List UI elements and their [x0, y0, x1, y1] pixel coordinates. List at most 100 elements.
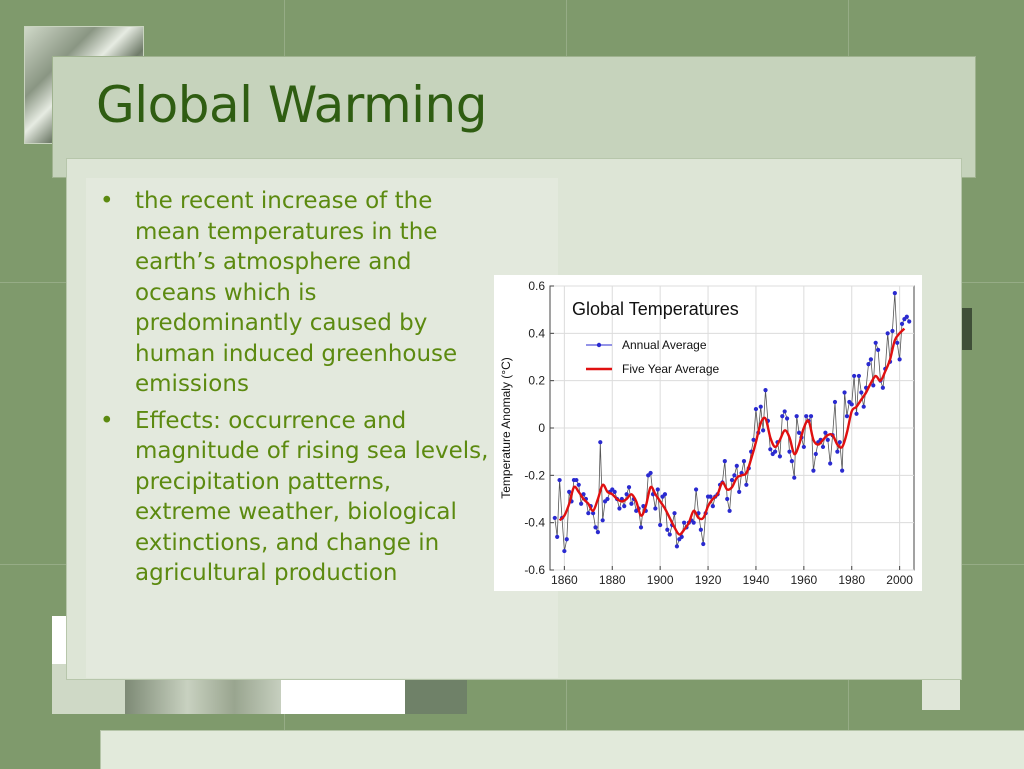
annual-average-point [665, 527, 670, 532]
annual-average-point [842, 390, 847, 395]
annual-average-point [557, 477, 562, 483]
annual-average-point [586, 511, 591, 516]
legend-marker-annual [596, 342, 602, 348]
annual-average-point [698, 527, 703, 532]
footer-bar [100, 730, 1024, 769]
annual-average-point [828, 461, 833, 466]
annual-average-point [859, 390, 864, 395]
annual-average-point [674, 544, 680, 549]
decor-block-bottom-gray [405, 678, 467, 714]
annual-average-point [564, 537, 569, 542]
annual-average-point [741, 459, 747, 464]
annual-average-point [576, 482, 581, 487]
annual-average-point [837, 440, 842, 445]
annual-average-point [852, 373, 857, 379]
decor-block-bottom-white [281, 678, 405, 714]
annual-average-point [591, 511, 596, 516]
annual-average-point [598, 440, 603, 445]
annual-average-point [725, 496, 730, 502]
annual-average-point [789, 459, 794, 464]
bullet-item: • the recent increase of the mean temper… [100, 186, 490, 400]
annual-average-point [813, 451, 818, 457]
annual-average-point [895, 340, 900, 345]
annual-average-point [722, 459, 727, 464]
annual-average-point [811, 468, 816, 473]
annual-average-point [844, 414, 850, 419]
annual-average-point [626, 485, 632, 490]
y-tick-label: 0.4 [528, 326, 545, 340]
annual-average-point [701, 541, 706, 547]
annual-average-point [840, 468, 845, 473]
annual-average-point [624, 492, 629, 497]
bullet-item: • Effects: occurrence and magnitude of r… [100, 406, 490, 589]
five-year-average-line [558, 327, 906, 536]
annual-average-point [801, 444, 806, 450]
x-tick-label: 1980 [838, 573, 865, 587]
annual-average-point [744, 482, 749, 487]
annual-average-point [679, 534, 684, 539]
annual-average-point [579, 501, 584, 506]
annual-average-point [832, 399, 838, 405]
annual-average-point [890, 328, 895, 334]
annual-average-point [600, 518, 605, 523]
annual-average-point [622, 504, 627, 509]
annual-average-point [866, 362, 871, 367]
annual-average-point [729, 477, 735, 483]
annual-average-point [617, 506, 622, 511]
annual-average-point [768, 447, 773, 452]
annual-average-point [732, 473, 737, 478]
annual-average-point [581, 492, 586, 497]
x-tick-label: 1880 [599, 573, 626, 587]
annual-average-point [868, 357, 873, 362]
annual-average-point [899, 321, 905, 326]
annual-average-point [682, 520, 687, 525]
decor-block-bottom-photo [125, 678, 281, 714]
y-tick-label: -0.2 [524, 468, 545, 482]
bullet-dot: • [100, 407, 114, 434]
annual-average-point [691, 520, 696, 525]
annual-average-point [734, 463, 739, 468]
bullet-text: the recent increase of the mean temperat… [135, 188, 458, 397]
annual-average-point [856, 373, 862, 379]
x-tick-label: 1960 [790, 573, 817, 587]
annual-average-point [808, 414, 814, 419]
annual-average-point [693, 487, 699, 492]
annual-average-point [897, 357, 902, 362]
bullet-list: • the recent increase of the mean temper… [100, 186, 490, 595]
annual-average-point [555, 534, 560, 539]
annual-average-point [780, 414, 785, 419]
annual-average-point [612, 489, 617, 494]
annual-average-point [782, 409, 787, 414]
annual-average-point [562, 548, 567, 554]
chart-legend: Annual Average Five Year Average [586, 338, 720, 376]
y-tick-label: 0.2 [528, 374, 545, 388]
annual-average-point [777, 454, 782, 459]
annual-average-point [820, 444, 826, 450]
annual-average-point [792, 475, 797, 480]
y-tick-label: -0.4 [524, 516, 545, 530]
annual-average-point [885, 331, 890, 336]
x-tick-label: 1920 [695, 573, 722, 587]
annual-average-point [552, 515, 557, 521]
y-tick-label: 0 [538, 421, 545, 435]
annual-average-point [875, 347, 881, 352]
title-bar [52, 56, 976, 178]
y-tick-label: -0.6 [524, 563, 545, 577]
annual-average-point [823, 430, 828, 435]
annual-average-point [593, 525, 598, 530]
annual-average-point [854, 411, 859, 416]
annual-average-point [880, 385, 885, 390]
y-tick-label: 0.6 [528, 279, 545, 293]
annual-average-point [871, 383, 876, 388]
annual-average-point [825, 437, 830, 442]
legend-label-annual: Annual Average [622, 338, 707, 352]
annual-average-point [796, 430, 802, 435]
annual-average-point [727, 508, 732, 513]
bullet-text: Effects: occurrence and magnitude of ris… [135, 407, 489, 587]
x-tick-label: 1900 [647, 573, 674, 587]
annual-average-point [861, 404, 866, 409]
annual-average-point [655, 487, 660, 492]
x-tick-label: 1860 [551, 573, 578, 587]
annual-average-point [784, 416, 790, 421]
annual-average-point [667, 532, 672, 537]
